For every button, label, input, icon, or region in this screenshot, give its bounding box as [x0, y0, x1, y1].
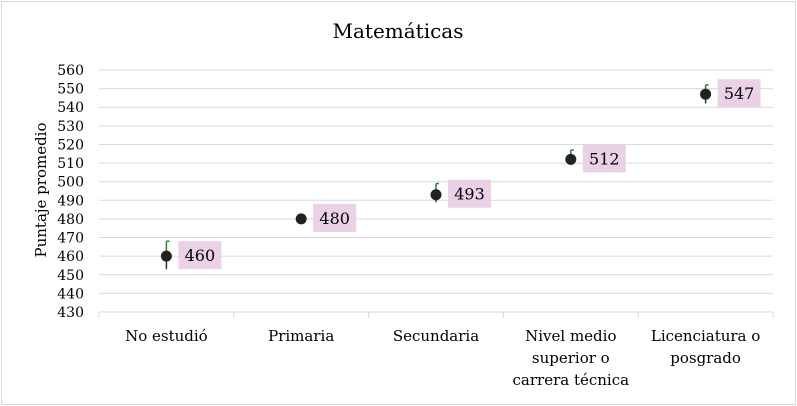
x-axis	[98, 312, 774, 318]
y-axis-label: Puntaje promedio	[32, 122, 50, 257]
y-tick-label: 440	[57, 286, 84, 302]
category-label-line: Secundaria	[393, 327, 479, 345]
data-label-background	[448, 179, 491, 208]
y-tick-label: 510	[57, 156, 84, 172]
category-label: Licenciatura o posgrado	[651, 327, 760, 367]
data-point-marker	[565, 153, 577, 165]
category-label-line: No estudió	[125, 327, 208, 345]
data-label: 493	[454, 185, 485, 204]
category-label-line: Primaria	[268, 327, 334, 345]
data-point-marker	[700, 88, 712, 100]
data-label: 547	[724, 84, 755, 103]
y-tick-label: 550	[57, 82, 84, 98]
data-label-background	[582, 144, 626, 173]
y-tick-label: 530	[57, 119, 84, 135]
y-tick-label: 480	[57, 212, 84, 228]
category-label-line: carrera técnica	[513, 371, 630, 389]
y-tick-label: 470	[57, 231, 84, 247]
data-label: 460	[185, 246, 216, 265]
y-tick-label: 430	[57, 305, 84, 321]
data-label-background	[178, 241, 222, 270]
data-label-background	[717, 79, 761, 108]
category-label: No estudió	[125, 327, 208, 345]
category-label: Nivel medio superior o carrera técnica	[513, 327, 630, 389]
y-tick-label: 560	[57, 63, 84, 79]
y-tick-label: 540	[57, 100, 84, 116]
category-label: Primaria	[268, 327, 334, 345]
y-tick-labels: 430 440 450 460 470 480 490 500 510 520 530 540 550 5…	[57, 63, 84, 321]
y-tick-label: 450	[57, 268, 84, 284]
y-tick-label: 490	[57, 193, 84, 209]
data-label-background	[313, 203, 357, 232]
category-label-line: Nivel medio	[525, 327, 616, 345]
y-tick-label: 500	[57, 175, 84, 191]
gridlines	[99, 69, 773, 313]
data-point-marker	[160, 250, 172, 262]
data-point-marker	[295, 213, 307, 225]
data-label: 512	[589, 149, 620, 168]
category-label-line: posgrado	[670, 349, 741, 367]
data-point-marker	[430, 189, 442, 201]
category-label-line: superior o	[532, 349, 610, 367]
y-tick-label: 520	[57, 137, 84, 153]
data-label: 480	[319, 209, 350, 228]
category-label-line: Licenciatura o	[651, 327, 760, 345]
category-labels: No estudió Primaria Secundaria Nivel medio s…	[125, 327, 760, 389]
data-points: 460 480 493 512 547	[160, 79, 761, 270]
y-tick-label: 460	[57, 249, 84, 265]
chart-title: Matemáticas	[333, 19, 464, 43]
category-label: Secundaria	[393, 327, 479, 345]
